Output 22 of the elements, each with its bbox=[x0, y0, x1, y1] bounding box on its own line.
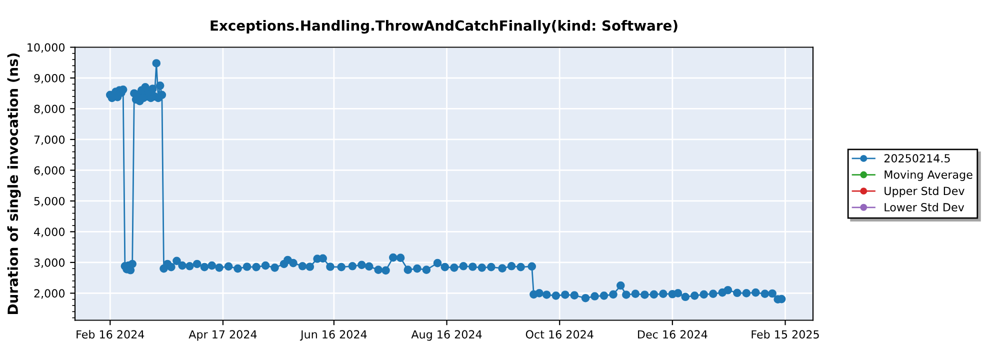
y-tick-label: 8,000 bbox=[34, 104, 65, 114]
x-tick-label: Aug 16 2024 bbox=[411, 330, 482, 341]
y-axis-title: Duration of single invocation (ns) bbox=[7, 53, 21, 314]
y-tick-label: 3,000 bbox=[34, 258, 65, 268]
chart-title: Exceptions.Handling.ThrowAndCatchFinally(kind: Software) bbox=[210, 20, 678, 34]
y-tick-label: 6,000 bbox=[34, 166, 65, 176]
legend-label: Lower Std Dev bbox=[884, 202, 964, 212]
x-tick-label: Feb 15 2025 bbox=[752, 330, 819, 339]
x-tick-label: Jun 16 2024 bbox=[300, 330, 367, 341]
x-tick-label: Apr 17 2024 bbox=[188, 330, 257, 341]
y-tick-label: 10,000 bbox=[28, 43, 65, 53]
x-tick-label: Oct 16 2024 bbox=[526, 330, 594, 339]
legend-label: 20250214.5 bbox=[884, 154, 950, 163]
y-tick-label: 4,000 bbox=[34, 228, 65, 238]
legend-label: Upper Std Dev bbox=[884, 186, 964, 198]
legend-label: Moving Average bbox=[884, 170, 972, 181]
y-tick-label: 5,000 bbox=[34, 196, 65, 206]
y-tick-label: 9,000 bbox=[34, 74, 65, 84]
y-tick-label: 2,000 bbox=[34, 289, 65, 299]
x-tick-label: Feb 16 2024 bbox=[76, 330, 144, 339]
x-tick-label: Dec 16 2024 bbox=[638, 330, 708, 339]
y-tick-label: 7,000 bbox=[34, 135, 65, 145]
